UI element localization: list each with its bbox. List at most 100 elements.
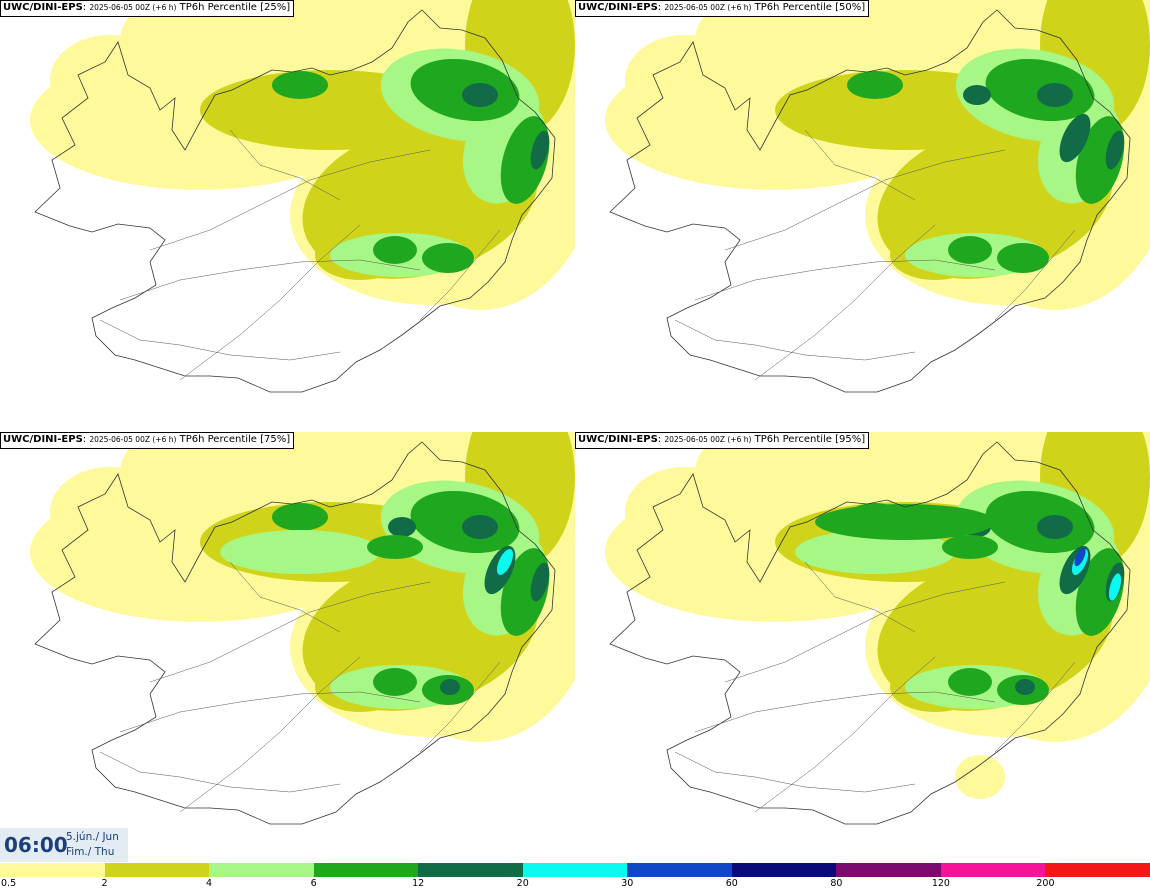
precip-area <box>625 467 745 557</box>
precip-area <box>440 679 460 695</box>
legend-swatch <box>418 863 523 877</box>
panel-title: UWC/DINI-EPS: 2025-06-05 00Z (+6 h) TP6h… <box>0 432 295 449</box>
precip-area <box>462 83 498 107</box>
precip-area <box>388 517 416 537</box>
precip-area <box>50 35 170 125</box>
road <box>419 229 501 321</box>
legend-tick-label: 30 <box>621 878 634 889</box>
road <box>674 751 916 793</box>
legend-swatch <box>0 863 105 877</box>
precip-field <box>605 0 1150 310</box>
run-time: 2025-06-05 00Z (+6 h) <box>89 3 177 12</box>
valid-date-line2: Fim./ Thu <box>66 846 115 858</box>
precip-area <box>373 668 417 696</box>
road <box>119 691 421 733</box>
legend-swatch <box>209 863 314 877</box>
panel-title: UWC/DINI-EPS: 2025-06-05 00Z (+6 h) TP6h… <box>0 0 295 17</box>
road <box>694 691 996 733</box>
precip-area <box>422 243 474 273</box>
precip-map-panel: UWC/DINI-EPS: 2025-06-05 00Z (+6 h) TP6h… <box>0 0 575 430</box>
precip-area <box>272 71 328 99</box>
precip-area <box>1015 679 1035 695</box>
road <box>419 661 501 753</box>
precip-field <box>605 432 1150 799</box>
coastline <box>34 9 556 393</box>
legend-swatch <box>1045 863 1150 877</box>
legend-swatch <box>627 863 732 877</box>
road <box>674 319 916 361</box>
model-name: UWC/DINI-EPS <box>578 434 658 445</box>
legend-tick-label: 6 <box>310 878 317 889</box>
precip-area <box>367 535 423 559</box>
road <box>994 229 1076 321</box>
road <box>179 656 361 813</box>
iceland-map <box>30 432 575 825</box>
precip-area <box>1037 515 1073 539</box>
model-name: UWC/DINI-EPS <box>578 2 658 13</box>
iceland-map <box>605 0 1150 393</box>
product-label: TP6h Percentile [50%] <box>754 2 866 13</box>
legend-tick-label: 120 <box>931 878 950 889</box>
precip-area <box>1059 113 1091 163</box>
coastline <box>34 441 556 825</box>
precip-area <box>955 755 1005 799</box>
road <box>99 319 341 361</box>
precip-area <box>50 467 170 557</box>
panel-title: UWC/DINI-EPS: 2025-06-05 00Z (+6 h) TP6h… <box>575 0 870 17</box>
road <box>179 224 361 381</box>
legend-tick-label: 60 <box>725 878 738 889</box>
precip-area <box>997 243 1049 273</box>
run-time: 2025-06-05 00Z (+6 h) <box>664 3 752 12</box>
product-label: TP6h Percentile [25%] <box>179 2 291 13</box>
model-name: UWC/DINI-EPS <box>3 2 83 13</box>
precip-field <box>30 0 575 310</box>
road <box>694 259 996 301</box>
legend-swatch <box>522 863 628 877</box>
road <box>724 581 1006 683</box>
road <box>754 656 936 813</box>
precip-area <box>963 85 991 105</box>
precip-area <box>530 562 550 602</box>
iceland-map <box>605 432 1150 825</box>
legend-swatch <box>313 863 419 877</box>
precip-area <box>948 236 992 264</box>
road <box>804 561 916 633</box>
product-label: TP6h Percentile [75%] <box>179 434 291 445</box>
coastline <box>609 441 1131 825</box>
road <box>119 259 421 301</box>
coastline <box>609 9 1131 393</box>
precip-area <box>815 504 995 540</box>
road <box>229 129 341 201</box>
road <box>149 149 431 251</box>
legend-tick-label: 2 <box>101 878 108 889</box>
precip-area <box>1108 573 1122 601</box>
legend-tick-label: 20 <box>516 878 529 889</box>
road <box>724 149 1006 251</box>
legend-tick-label: 0.5 <box>1 878 17 889</box>
road <box>229 561 341 633</box>
precip-area <box>462 515 498 539</box>
precip-map-panel: UWC/DINI-EPS: 2025-06-05 00Z (+6 h) TP6h… <box>575 432 1150 862</box>
road <box>99 751 341 793</box>
panel-title: UWC/DINI-EPS: 2025-06-05 00Z (+6 h) TP6h… <box>575 432 870 449</box>
precip-field <box>30 432 575 742</box>
precip-area <box>1105 130 1125 170</box>
run-time: 2025-06-05 00Z (+6 h) <box>664 435 752 444</box>
legend-colorbar <box>0 863 1150 877</box>
valid-time-box: 06:00 5.jún./ Jun Fim./ Thu <box>0 828 128 862</box>
valid-time: 06:00 <box>4 833 68 857</box>
legend-swatch <box>940 863 1046 877</box>
product-label: TP6h Percentile [95%] <box>754 434 866 445</box>
precip-area <box>373 236 417 264</box>
legend-tick-label: 4 <box>206 878 213 889</box>
iceland-map <box>30 0 575 393</box>
run-time: 2025-06-05 00Z (+6 h) <box>89 435 177 444</box>
precip-area <box>272 503 328 531</box>
legend-swatch <box>836 863 941 877</box>
precip-area <box>530 130 550 170</box>
model-name: UWC/DINI-EPS <box>3 434 83 445</box>
legend-tick-label: 80 <box>830 878 843 889</box>
road <box>994 661 1076 753</box>
precip-area <box>220 530 380 574</box>
legend-tick-label: 200 <box>1036 878 1055 889</box>
